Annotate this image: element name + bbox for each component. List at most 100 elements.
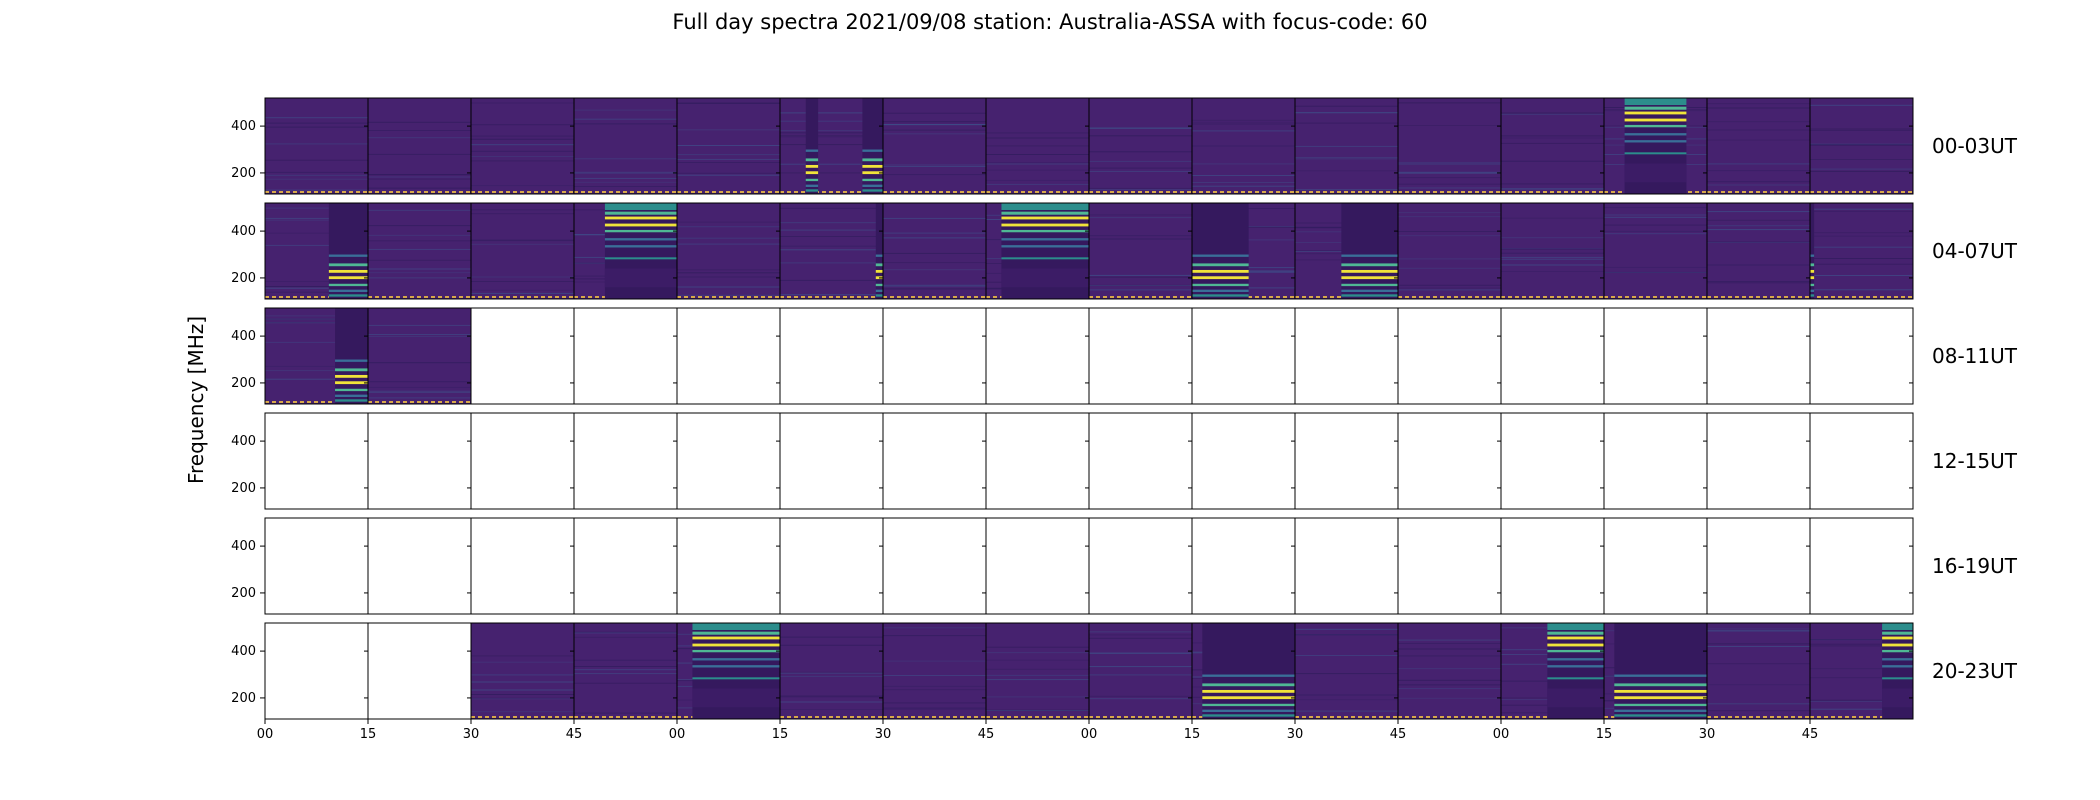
- noise-line: [574, 632, 677, 634]
- noise-line: [1604, 271, 1707, 273]
- noise-line: [1810, 232, 1913, 234]
- noise-line: [1707, 184, 1810, 186]
- noise-line: [574, 659, 677, 661]
- burst-band: [1547, 677, 1604, 680]
- noise-line: [1501, 137, 1604, 139]
- spectrum-panel-fill: [883, 98, 986, 194]
- noise-line: [1398, 162, 1501, 164]
- noise-line: [368, 397, 471, 399]
- burst-band: [1547, 636, 1604, 640]
- burst-band: [1341, 294, 1398, 297]
- noise-line: [1810, 208, 1913, 210]
- burst-band: [328, 263, 368, 267]
- burst-band: [1202, 709, 1295, 712]
- noise-line: [368, 324, 471, 326]
- spectrum-panel-fill: [368, 98, 471, 194]
- noise-line: [1501, 160, 1604, 162]
- noise-line: [780, 709, 883, 710]
- noise-line: [368, 391, 471, 393]
- noise-line: [1810, 668, 1913, 670]
- burst-band: [805, 171, 819, 175]
- noise-line: [1501, 135, 1604, 137]
- noise-line: [1398, 212, 1501, 214]
- noise-line: [1398, 648, 1501, 650]
- noise-line: [883, 685, 986, 687]
- burst-band: [1624, 163, 1687, 183]
- noise-line: [1707, 646, 1810, 647]
- burst-band: [692, 636, 780, 640]
- noise-line: [883, 121, 986, 123]
- spectrum-panel-empty: [574, 518, 677, 614]
- spectrum-row-20-23ut: 200 400 20-23UT: [231, 622, 2018, 720]
- burst-body: [805, 98, 819, 194]
- noise-line: [1707, 181, 1810, 183]
- burst-band: [862, 189, 883, 192]
- noise-line: [1810, 258, 1913, 259]
- burst-band: [328, 283, 368, 287]
- noise-line: [1398, 267, 1501, 269]
- noise-line: [986, 137, 1089, 139]
- burst-band: [1882, 688, 1913, 708]
- noise-line: [471, 209, 574, 211]
- row-label: 04-07UT: [1932, 239, 2018, 263]
- burst-body: [862, 98, 883, 194]
- noise-line: [1501, 142, 1604, 144]
- noise-line: [1398, 684, 1501, 686]
- burst-band: [1882, 677, 1913, 680]
- noise-line: [471, 289, 574, 291]
- noise-line: [1810, 699, 1913, 701]
- spectrum-panel-fill: [1707, 98, 1810, 194]
- y-tick-label: 400: [231, 434, 256, 449]
- noise-line: [883, 635, 986, 637]
- noise-line: [780, 222, 883, 224]
- burst-band: [1810, 263, 1815, 267]
- noise-line: [780, 671, 883, 673]
- noise-line: [265, 122, 368, 124]
- burst-band: [335, 368, 368, 372]
- noise-line: [986, 646, 1089, 648]
- x-tick-label: 00: [669, 727, 686, 742]
- noise-line: [1295, 694, 1398, 696]
- burst-band: [328, 276, 368, 280]
- noise-line: [368, 174, 471, 176]
- burst-band: [1624, 118, 1687, 122]
- spectrum-panel-empty: [677, 413, 780, 509]
- burst-band: [1341, 283, 1398, 287]
- spectrum-panel-empty: [574, 308, 677, 404]
- radio-burst: [328, 203, 368, 299]
- noise-line: [1707, 264, 1810, 266]
- noise-line: [780, 130, 883, 132]
- noise-line: [265, 219, 368, 221]
- noise-line: [1604, 207, 1707, 209]
- noise-line: [1707, 710, 1810, 712]
- spectrum-panel-fill: [1501, 98, 1604, 194]
- x-tick-label: 45: [566, 727, 583, 742]
- noise-line: [265, 159, 368, 161]
- burst-band: [1341, 289, 1398, 292]
- spectrum-panel-fill: [1810, 98, 1913, 194]
- burst-band: [1341, 269, 1398, 273]
- noise-line: [677, 243, 780, 245]
- burst-band: [604, 257, 677, 260]
- noise-line: [1707, 703, 1810, 705]
- noise-line: [1707, 219, 1810, 221]
- noise-line: [574, 631, 677, 633]
- burst-band: [1001, 238, 1089, 241]
- burst-band: [1001, 216, 1089, 220]
- spectrum-panel-empty: [1604, 308, 1707, 404]
- noise-line: [1604, 214, 1707, 216]
- row-label: 20-23UT: [1932, 659, 2018, 683]
- burst-band: [1192, 283, 1249, 287]
- noise-line: [265, 207, 368, 209]
- noise-line: [1810, 168, 1913, 170]
- burst-band: [1882, 665, 1913, 668]
- y-tick-label: 400: [231, 644, 256, 659]
- noise-line: [780, 696, 883, 698]
- burst-band: [1001, 257, 1089, 260]
- noise-line: [1089, 160, 1192, 162]
- noise-line: [1398, 171, 1501, 173]
- noise-line: [1295, 189, 1398, 191]
- burst-band: [692, 623, 780, 631]
- noise-line: [677, 237, 780, 239]
- noise-line: [1192, 121, 1295, 123]
